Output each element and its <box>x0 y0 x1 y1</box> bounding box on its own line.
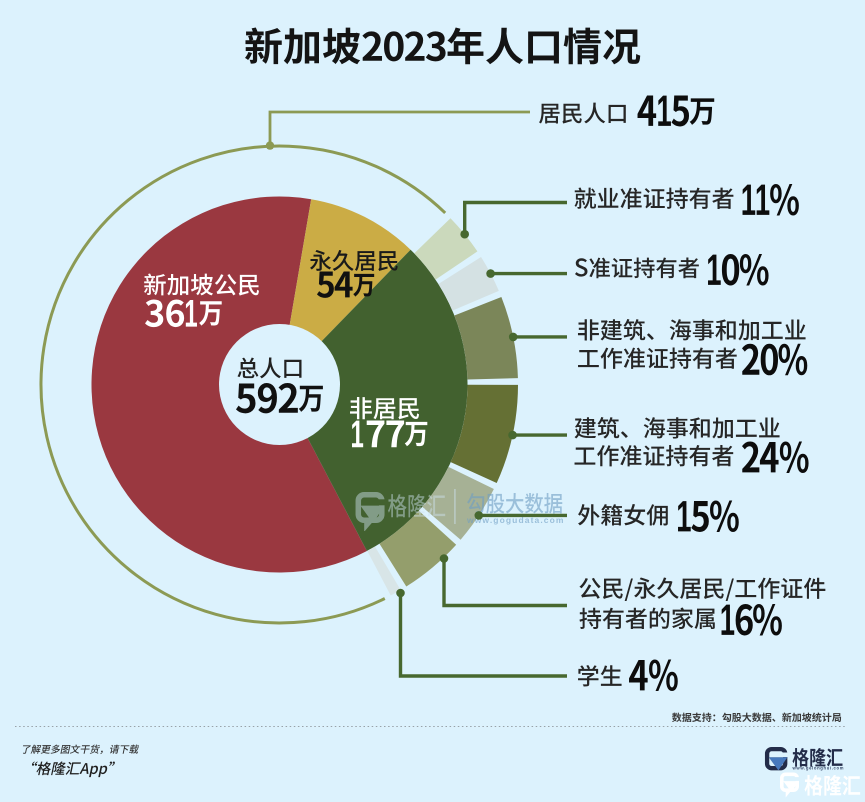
svg-text:www.gelonghui.com: www.gelonghui.com <box>792 765 845 770</box>
svg-text:www.gogudata.com: www.gogudata.com <box>466 515 565 525</box>
